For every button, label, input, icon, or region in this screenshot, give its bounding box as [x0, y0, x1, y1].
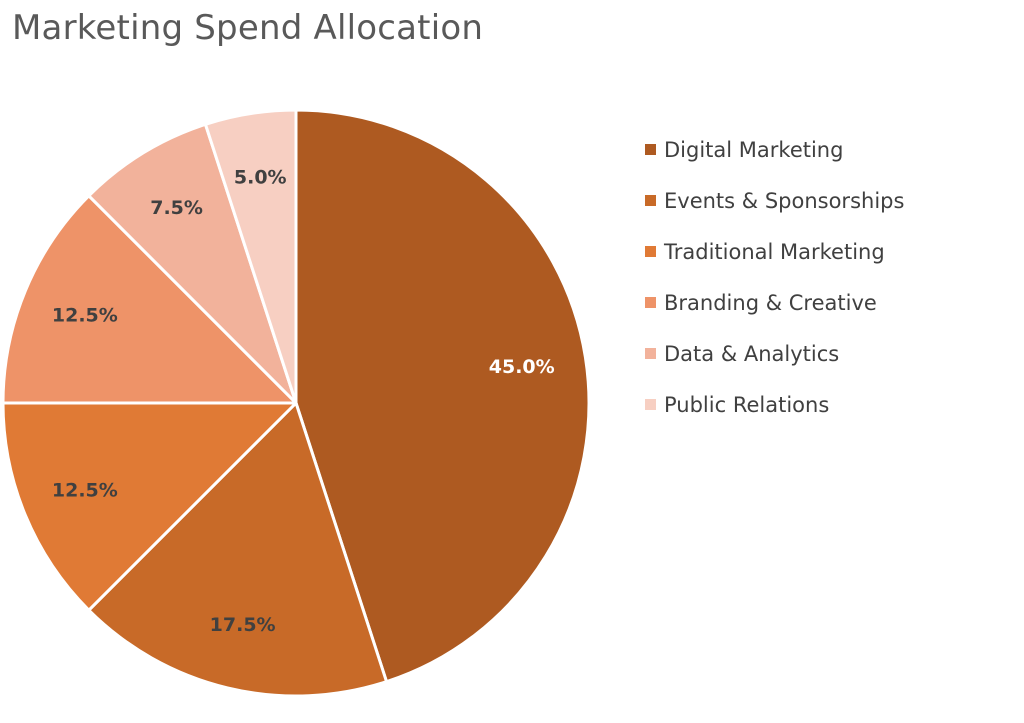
legend-item-events-and-sponsorships: Events & Sponsorships — [645, 175, 904, 226]
legend-item-branding-and-creative: Branding & Creative — [645, 277, 904, 328]
pie-slice-traditional-marketing — [1, 401, 298, 612]
legend-label: Data & Analytics — [664, 341, 840, 366]
data-label-data-and-analytics: 7.5% — [150, 197, 203, 219]
pie-slice-digital-marketing — [294, 108, 591, 684]
legend-label: Traditional Marketing — [664, 239, 885, 264]
data-label-public-relations: 5.0% — [234, 166, 287, 188]
data-label-traditional-marketing: 12.5% — [52, 479, 118, 501]
legend-label: Events & Sponsorships — [664, 188, 905, 213]
legend-swatch — [645, 246, 656, 257]
pie-slice-events-and-sponsorships — [87, 401, 389, 698]
legend-label: Branding & Creative — [664, 290, 877, 315]
legend-label: Public Relations — [664, 392, 830, 417]
legend-swatch — [645, 297, 656, 308]
pie-slice-branding-and-creative — [1, 194, 298, 405]
pie-slice-data-and-analytics — [87, 122, 298, 405]
legend-swatch — [645, 195, 656, 206]
pie-slices — [1, 108, 591, 698]
legend-swatch — [645, 399, 656, 410]
legend-item-data-and-analytics: Data & Analytics — [645, 328, 904, 379]
pie-slice-public-relations — [203, 108, 298, 405]
data-label-digital-marketing: 45.0% — [489, 356, 555, 378]
pie-data-labels: 45.0% 17.5% 12.5% 12.5% 7.5% 5.0% — [52, 166, 555, 636]
legend-item-digital-marketing: Digital Marketing — [645, 124, 904, 175]
legend-swatch — [645, 348, 656, 359]
data-label-events-and-sponsorships: 17.5% — [210, 614, 276, 636]
data-label-branding-and-creative: 12.5% — [52, 305, 118, 327]
chart-title: Marketing Spend Allocation — [12, 8, 484, 48]
chart-legend: Digital Marketing Events & Sponsorships Tr… — [645, 124, 904, 430]
legend-swatch — [645, 144, 656, 155]
legend-item-traditional-marketing: Traditional Marketing — [645, 226, 904, 277]
legend-item-public-relations: Public Relations — [645, 379, 904, 430]
legend-label: Digital Marketing — [664, 137, 844, 162]
